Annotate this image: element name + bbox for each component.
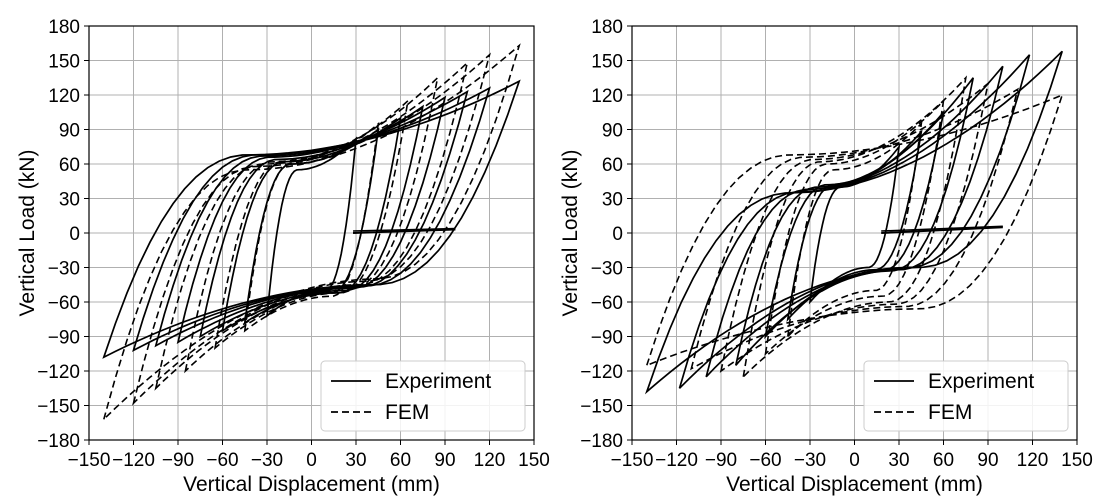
y-tick-label: −150: [580, 397, 623, 418]
y-tick-label: 30: [59, 190, 80, 211]
legend: Experiment FEM: [863, 360, 1069, 432]
y-tick-label: 90: [602, 121, 623, 142]
y-tick-label: −180: [37, 431, 80, 452]
x-tick-label: 0: [849, 450, 860, 471]
hysteresis-loop: [644, 50, 1064, 395]
hysteresis-loop: [184, 75, 439, 374]
y-tick-label: 150: [48, 52, 80, 73]
x-axis-label: Vertical Displacement (mm): [726, 473, 983, 496]
x-tick-label: −120: [112, 450, 155, 471]
legend: Experiment FEM: [320, 360, 526, 432]
legend-label-fem: FEM: [928, 401, 972, 424]
legend-label-experiment: Experiment: [385, 370, 491, 393]
hysteresis-loop: [132, 52, 491, 406]
x-tick-label: 60: [933, 450, 954, 471]
x-tick-label: 120: [1017, 450, 1049, 471]
x-axis-label: Vertical Displacement (mm): [183, 473, 440, 496]
hysteresis-loop: [154, 60, 469, 391]
legend-label-experiment: Experiment: [928, 370, 1034, 393]
y-tick-label: −150: [37, 397, 80, 418]
hysteresis-loop: [154, 89, 469, 348]
y-tick-label: −90: [591, 328, 623, 349]
y-tick-label: 0: [612, 224, 623, 245]
x-tick-label: −60: [749, 450, 781, 471]
x-tick-label: −150: [68, 450, 111, 471]
plot-area: [102, 43, 521, 422]
hysteresis-loop: [719, 81, 990, 373]
series-fem: [645, 75, 1064, 380]
tick-labels: −150 −120 −90 −60 −30 0 30 60 90 120 150−180−150−1…: [580, 17, 1093, 471]
unload-segment: [881, 226, 1003, 234]
y-tick-label: −30: [48, 259, 80, 280]
x-tick-label: −90: [705, 450, 737, 471]
tick-labels: −150 −120 −90 −60 −30 0 30 60 90 120 150−180−150−1…: [37, 17, 550, 471]
y-tick-label: −60: [591, 293, 623, 314]
unload-segment: [353, 227, 456, 232]
y-axis-label: Vertical Load (kN): [559, 150, 582, 317]
y-tick-label: −30: [591, 259, 623, 280]
hysteresis-loop: [690, 87, 1019, 371]
y-tick-label: 60: [602, 155, 623, 176]
x-tick-label: −150: [611, 450, 654, 471]
series-experiment: [644, 50, 1064, 395]
hysteresis-loop: [786, 121, 923, 339]
y-tick-label: 0: [69, 224, 80, 245]
legend-box: [863, 360, 1069, 432]
legend-label-fem: FEM: [385, 401, 429, 424]
y-axis-label: Vertical Load (kN): [16, 150, 39, 317]
hysteresis-loop: [734, 77, 975, 366]
x-tick-label: 90: [434, 450, 455, 471]
y-tick-label: −180: [580, 431, 623, 452]
hysteresis-loop: [742, 75, 968, 380]
x-tick-label: −30: [794, 450, 826, 471]
y-tick-label: 120: [591, 86, 623, 107]
x-tick-label: 120: [474, 450, 506, 471]
hysteresis-loop: [243, 121, 380, 333]
x-tick-label: −120: [655, 450, 698, 471]
chart-panel-right: −150 −120 −90 −60 −30 0 30 60 90 120 150−180−150−1…: [559, 17, 1093, 496]
x-tick-label: −30: [251, 450, 283, 471]
unload-segment: [881, 225, 1003, 232]
y-tick-label: 30: [602, 190, 623, 211]
hysteresis-loop: [705, 65, 1004, 378]
chart-panel-left: −150 −120 −90 −60 −30 0 30 60 90 120 150−180−150−1…: [16, 17, 550, 496]
x-tick-label: 150: [1061, 450, 1093, 471]
series-fem: [102, 43, 521, 422]
y-tick-label: 180: [591, 17, 623, 38]
y-tick-label: −60: [48, 293, 80, 314]
y-tick-label: −90: [48, 328, 80, 349]
x-tick-label: −60: [206, 450, 238, 471]
y-tick-label: 60: [59, 155, 80, 176]
x-tick-label: 90: [977, 450, 998, 471]
unload-segment: [352, 228, 456, 234]
y-tick-label: 180: [48, 17, 80, 38]
x-tick-label: 30: [888, 450, 909, 471]
y-tick-label: 120: [48, 86, 80, 107]
plot-area: [644, 50, 1064, 395]
x-tick-label: 150: [518, 450, 550, 471]
y-tick-label: −120: [580, 362, 623, 383]
hysteresis-loop: [102, 43, 521, 422]
x-tick-label: 30: [345, 450, 366, 471]
x-tick-label: 0: [306, 450, 317, 471]
y-tick-label: 90: [59, 121, 80, 142]
x-tick-label: 60: [390, 450, 411, 471]
hysteresis-loop: [102, 79, 521, 359]
y-tick-label: −120: [37, 362, 80, 383]
x-tick-label: −90: [162, 450, 194, 471]
y-tick-label: 150: [591, 52, 623, 73]
hysteresis-loop: [176, 95, 447, 345]
hysteresis-loop: [678, 54, 1031, 389]
series-experiment: [102, 79, 521, 359]
legend-box: [320, 360, 526, 432]
